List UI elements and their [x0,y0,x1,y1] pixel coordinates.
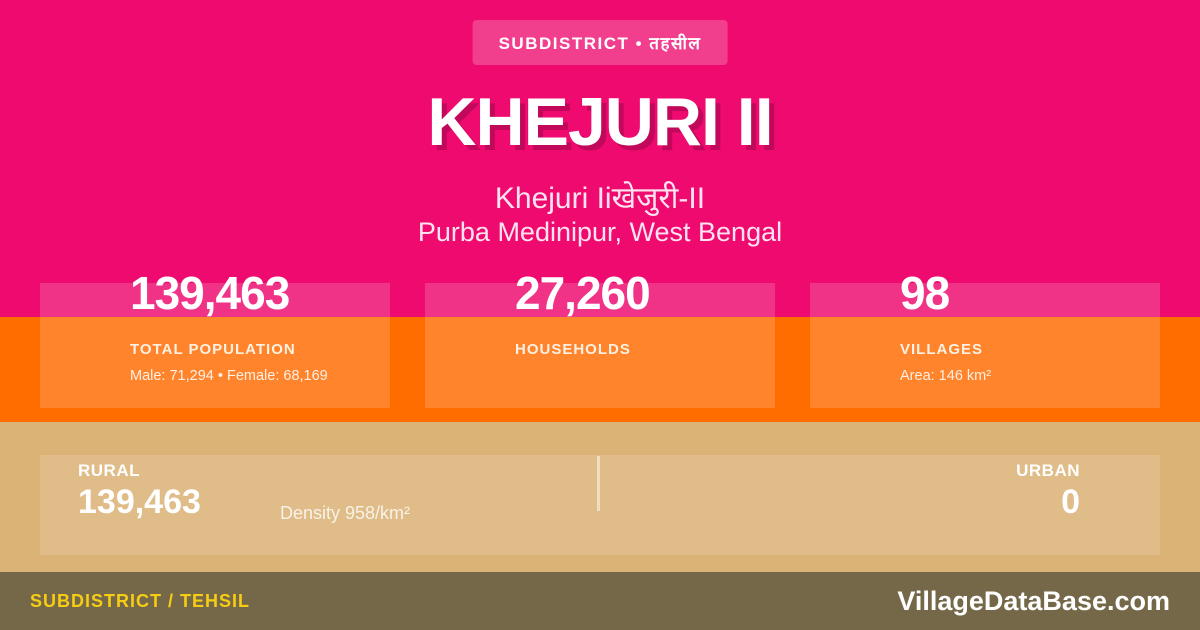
urban-value: 0 [1061,483,1080,521]
urban-label: URBAN [1016,461,1080,480]
type-badge: SUBDISTRICT • तहसील [472,20,728,65]
rural-value: 139,463 [78,483,201,521]
footer-type-label: SUBDISTRICT / TEHSIL [30,590,251,611]
page-title: KHEJURI II [427,84,773,160]
header-band [0,0,1200,317]
stat-card-households: 27,260 HOUSEHOLDS [425,270,775,408]
total-population-value: 139,463 [130,267,290,319]
footer-band [0,572,1200,630]
rural-urban-card [40,455,1160,555]
male-female-detail: Male: 71,294 • Female: 68,169 [130,368,328,384]
area-detail: Area: 146 km² [900,368,992,384]
households-label: HOUSEHOLDS [515,341,631,358]
rural-label: RURAL [78,461,140,480]
stats-band [0,317,1200,422]
villages-value: 98 [900,267,950,319]
total-population-label: TOTAL POPULATION [130,341,296,358]
breakdown-band [0,422,1200,572]
stat-card-total-population: 139,463 TOTAL POPULATION Male: 71,294 • … [40,270,390,408]
footer: SUBDISTRICT / TEHSIL VillageDataBase.com [0,572,1200,630]
villages-label: VILLAGES [900,341,984,358]
rural-urban-divider [597,456,600,511]
stat-card-villages: 98 VILLAGES Area: 146 km² [810,270,1160,408]
subtitle-bilingual-name: Khejuri Iiखेजुरी-II [494,182,706,215]
footer-site-name: VillageDataBase.com [897,585,1170,616]
density-text: Density 958/km² [280,503,411,523]
location-line: Purba Medinipur, West Bengal [417,217,783,247]
households-value: 27,260 [515,267,651,319]
